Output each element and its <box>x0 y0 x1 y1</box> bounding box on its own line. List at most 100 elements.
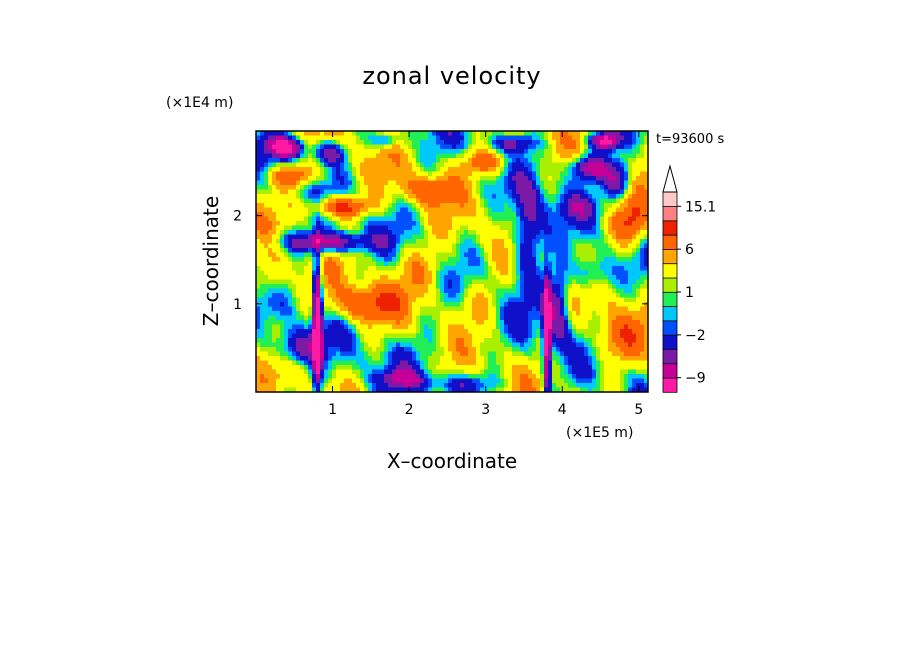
field-cell <box>264 140 269 146</box>
field-cell <box>388 342 393 348</box>
field-cell <box>616 252 621 258</box>
field-cell <box>332 243 337 249</box>
field-cell <box>608 162 613 168</box>
field-cell <box>532 194 537 200</box>
field-cell <box>500 216 505 222</box>
field-cell <box>484 284 489 290</box>
field-cell <box>472 144 477 150</box>
field-cell <box>512 144 517 150</box>
field-cell <box>472 248 477 254</box>
field-cell <box>444 288 449 294</box>
field-cell <box>568 225 573 231</box>
field-cell <box>276 248 281 254</box>
field-cell <box>316 140 321 146</box>
field-cell <box>592 311 597 317</box>
field-cell <box>344 320 349 326</box>
field-cell <box>328 324 333 330</box>
field-cell <box>560 270 565 276</box>
field-cell <box>432 297 437 303</box>
field-cell <box>568 140 573 146</box>
field-cell <box>416 257 421 263</box>
field-cell <box>516 297 521 303</box>
field-cell <box>508 315 513 321</box>
field-cell <box>476 198 481 204</box>
field-cell <box>556 302 561 308</box>
field-cell <box>372 356 377 362</box>
field-cell <box>592 324 597 330</box>
field-cell <box>508 333 513 339</box>
field-cell <box>584 221 589 227</box>
field-cell <box>392 189 397 195</box>
field-cell <box>256 185 261 191</box>
field-cell <box>556 167 561 173</box>
field-cell <box>560 135 565 141</box>
field-cell <box>452 302 457 308</box>
field-cell <box>568 203 573 209</box>
field-cell <box>432 153 437 159</box>
field-cell <box>476 131 481 137</box>
field-cell <box>300 275 305 281</box>
field-cell <box>420 234 425 240</box>
field-cell <box>296 131 301 137</box>
field-cell <box>532 342 537 348</box>
field-cell <box>356 167 361 173</box>
field-cell <box>392 261 397 267</box>
field-cell <box>616 266 621 272</box>
field-cell <box>308 243 313 249</box>
field-cell <box>272 135 277 141</box>
field-cell <box>288 149 293 155</box>
field-cell <box>288 302 293 308</box>
field-cell <box>560 329 565 335</box>
field-cell <box>412 225 417 231</box>
field-cell <box>496 212 501 218</box>
field-cell <box>348 221 353 227</box>
field-cell <box>396 297 401 303</box>
field-cell <box>536 144 541 150</box>
field-cell <box>332 252 337 258</box>
field-cell <box>300 216 305 222</box>
field-cell <box>380 302 385 308</box>
field-cell <box>376 131 381 137</box>
field-cell <box>504 198 509 204</box>
field-cell <box>256 338 261 344</box>
field-cell <box>268 320 273 326</box>
field-cell <box>300 153 305 159</box>
field-cell <box>564 230 569 236</box>
field-cell <box>496 329 501 335</box>
field-cell <box>584 302 589 308</box>
field-cell <box>372 212 377 218</box>
field-cell <box>580 212 585 218</box>
field-cell <box>360 162 365 168</box>
field-cell <box>640 230 645 236</box>
field-cell <box>392 144 397 150</box>
field-cell <box>388 252 393 258</box>
field-cell <box>256 248 261 254</box>
field-cell <box>552 194 557 200</box>
field-cell <box>556 306 561 312</box>
field-cell <box>380 234 385 240</box>
field-cell <box>528 248 533 254</box>
field-cell <box>344 230 349 236</box>
field-cell <box>316 324 321 330</box>
field-cell <box>408 342 413 348</box>
field-cell <box>636 189 641 195</box>
field-cell <box>532 284 537 290</box>
field-cell <box>260 239 265 245</box>
field-cell <box>540 135 545 141</box>
field-cell <box>452 315 457 321</box>
field-cell <box>372 216 377 222</box>
field-cell <box>344 252 349 258</box>
field-cell <box>560 216 565 222</box>
field-cell <box>540 140 545 146</box>
field-cell <box>428 333 433 339</box>
field-cell <box>500 293 505 299</box>
field-cell <box>400 261 405 267</box>
field-cell <box>404 162 409 168</box>
field-cell <box>268 203 273 209</box>
field-cell <box>368 203 373 209</box>
field-cell <box>392 216 397 222</box>
field-cell <box>536 347 541 353</box>
field-cell <box>588 324 593 330</box>
field-cell <box>468 329 473 335</box>
field-cell <box>432 338 437 344</box>
